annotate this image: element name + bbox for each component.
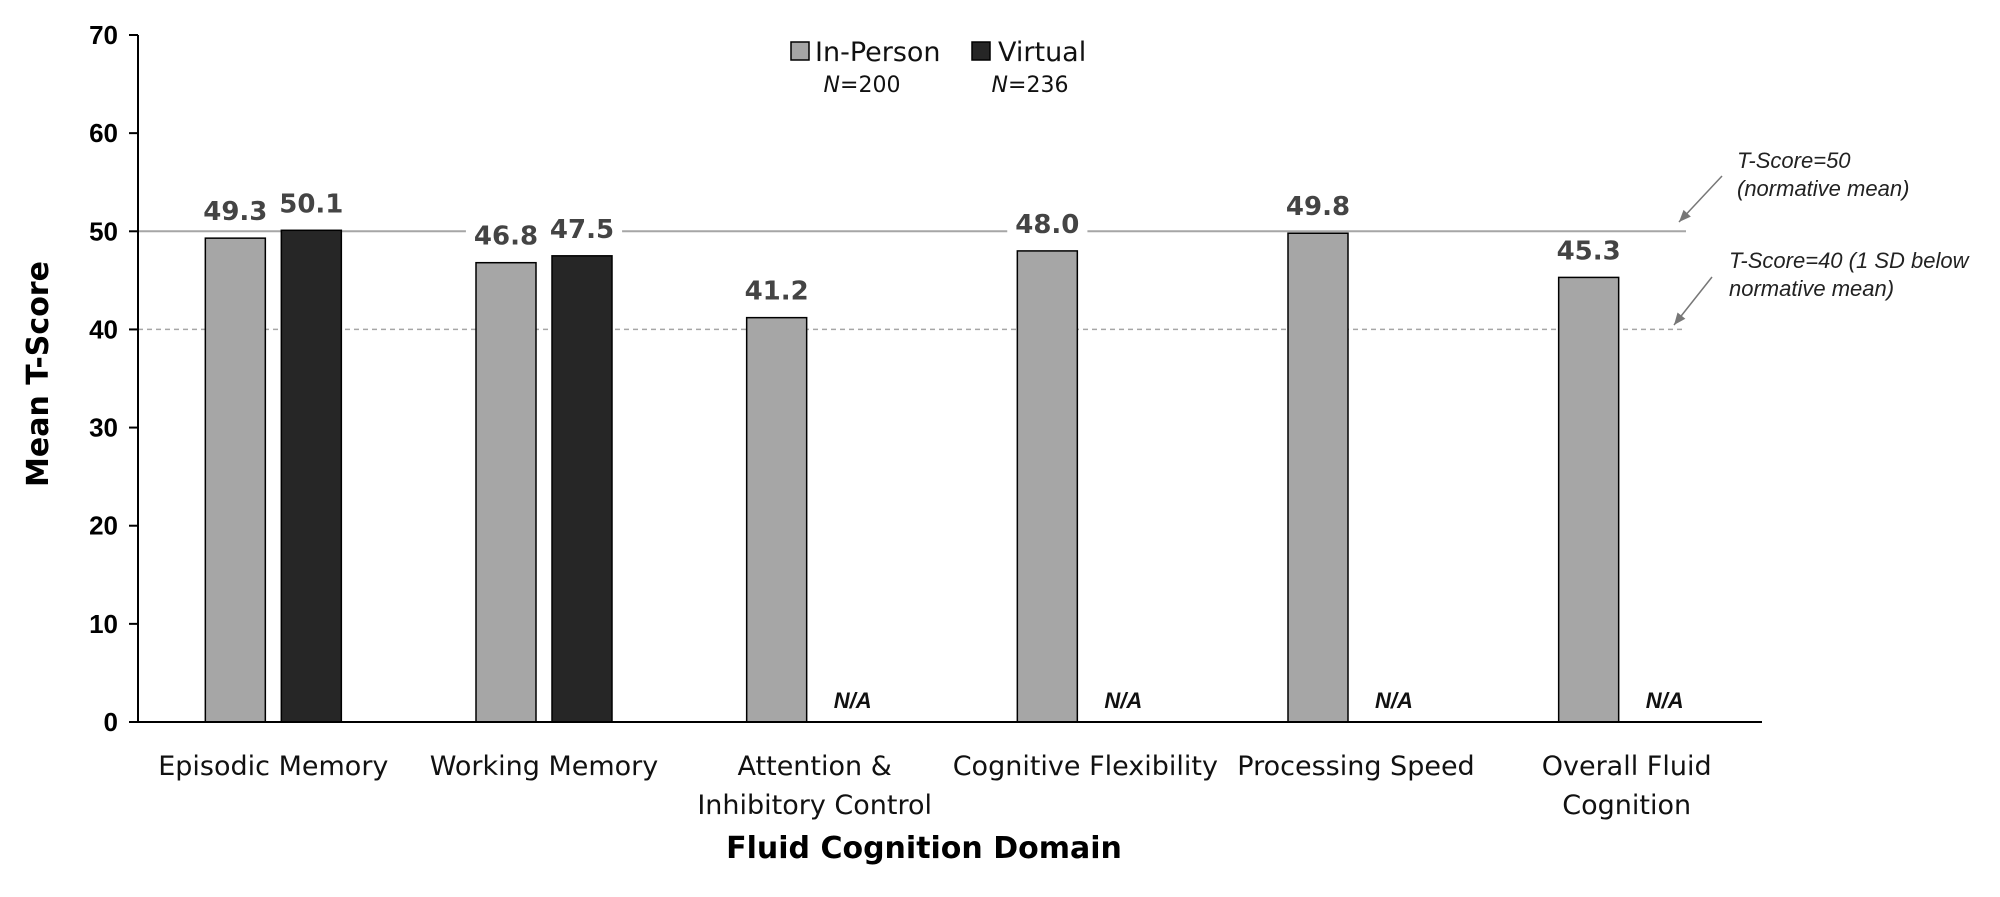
labels: 49.3 50.1 Episodic Memory 46.8 47.5 Working M… [158,187,1712,821]
legend-n-in-person: N=200 [824,73,901,98]
legend-swatch-virtual [971,41,991,61]
bar-in-person-episodic-memory [204,237,267,723]
value-label-in-person-overall-fluid-cognition: 45.3 [1557,236,1621,266]
value-label-in-person-working-memory: 46.8 [474,222,538,252]
value-label-virtual-episodic-memory: 50.1 [279,189,343,219]
category-label-overall-fluid-cognition: Overall Fluid Cognition [1542,751,1712,821]
value-label-virtual-working-memory: 47.5 [550,215,614,245]
axes: 0 10 20 30 40 50 60 70 [89,20,1762,737]
category-label-episodic-memory: Episodic Memory [158,751,388,782]
na-label-virtual-overall-fluid-cognition: N/A [1646,688,1684,713]
value-label-in-person-episodic-memory: 49.3 [203,197,267,227]
bar-virtual-episodic-memory [280,229,343,723]
y-tick-label-10: 10 [89,609,118,639]
value-label-in-person-attention-inhibitory-control: 41.2 [745,277,809,307]
value-label-backing [465,219,547,254]
bar-in-person-cognitive-flexibility [1016,250,1079,723]
reference-annotation-40: T-Score=40 (1 SD below normative mean) [1729,248,1971,301]
y-tick-label-30: 30 [89,413,118,443]
category-label-cognitive-flexibility: Cognitive Flexibility [953,751,1218,782]
bar-in-person-overall-fluid-cognition [1557,276,1620,723]
y-tick-label-20: 20 [89,511,118,541]
bars [204,229,1620,723]
value-label-backing [271,187,352,222]
value-label-backing [195,195,276,230]
bar-in-person-attention-inhibitory-control [745,316,808,723]
value-label-backing [1548,234,1629,269]
bar-in-person-processing-speed [1287,232,1349,723]
annotation-arrowhead-40 [1674,312,1686,325]
bar-virtual-working-memory [551,255,613,723]
y-tick-label-0: 0 [104,707,118,737]
category-label-attention-inhibitory-control: Attention & Inhibitory Control [697,751,932,821]
reference-lines [138,230,1686,331]
category-label-processing-speed: Processing Speed [1237,751,1474,782]
y-tick-label-70: 70 [89,20,118,50]
x-axis-title: Fluid Cognition Domain [726,831,1122,866]
legend-label-virtual: Virtual [998,37,1086,68]
legend-n-virtual: N=236 [992,73,1069,98]
value-label-backing [1007,207,1088,242]
na-label-virtual-attention-inhibitory-control: N/A [834,688,872,713]
y-tick-label-60: 60 [89,118,118,148]
na-label-virtual-cognitive-flexibility: N/A [1104,688,1142,713]
bar-in-person-working-memory [475,261,537,723]
value-label-in-person-processing-speed: 49.8 [1286,192,1350,222]
legend-swatch-in-person [790,41,810,61]
annotation-arrowhead-50 [1679,209,1691,222]
reference-annotations: T-Score=50 (normative mean) T-Score=40 (1 … [1673,148,1971,326]
y-tick-label-40: 40 [89,314,118,344]
value-label-backing [541,212,623,247]
legend-label-in-person: In-Person [815,37,941,68]
legend: In-Person N=200 Virtual N=236 [790,37,1086,98]
y-tick-label-50: 50 [89,216,118,246]
reference-annotation-50: T-Score=50 (normative mean) [1737,148,1909,201]
y-axis-title: Mean T-Score [21,261,56,487]
value-label-backing [1277,190,1359,225]
na-label-virtual-processing-speed: N/A [1375,688,1413,713]
value-label-in-person-cognitive-flexibility: 48.0 [1015,210,1079,240]
value-label-backing [736,274,817,309]
category-label-working-memory: Working Memory [430,751,659,782]
